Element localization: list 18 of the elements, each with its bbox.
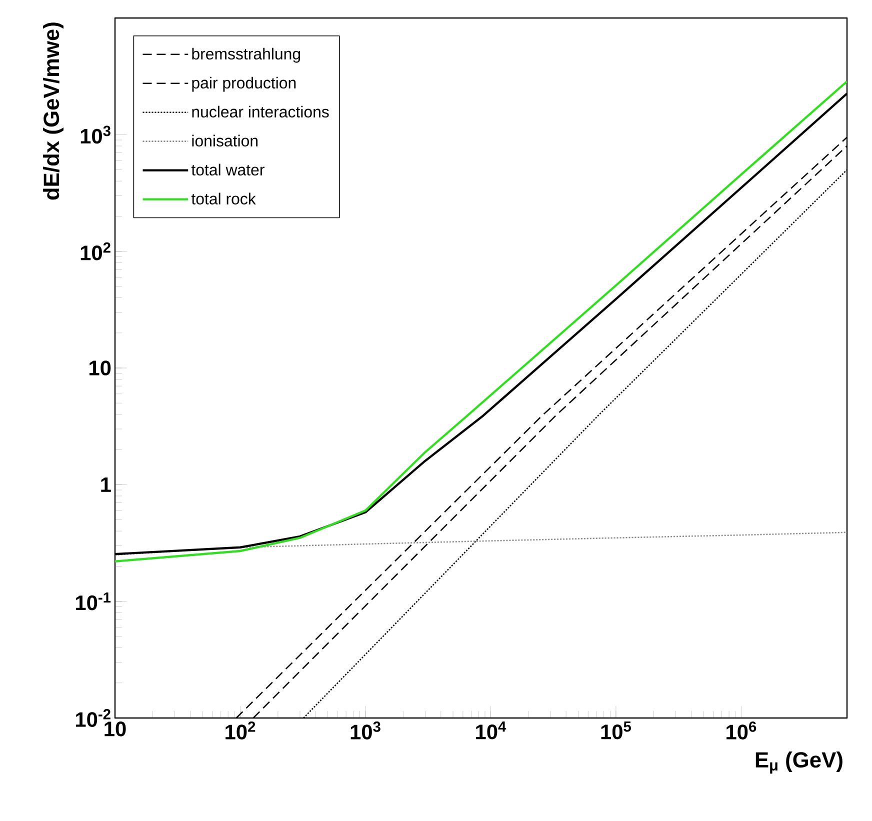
legend-label: bremsstrahlung	[192, 48, 300, 63]
x-tick-label: 10$^{5}$	[601, 722, 631, 740]
legend-label: pair production	[192, 76, 296, 92]
legend-label: total rock	[191, 192, 256, 204]
x-axis-title: E$_{μ}$ (GeV)	[756, 752, 842, 774]
legend-label: total water	[191, 164, 264, 176]
y-axis-title: dE/dx (GeV/mwe)	[43, 22, 64, 200]
legend-label: nuclear interactions	[192, 106, 329, 118]
y-tick-label: 10$^{-1}$	[76, 592, 111, 610]
y-tick-label: 10$^{2}$	[80, 242, 110, 260]
x-tick-label: 10$^{3}$	[350, 722, 380, 740]
y-tick-label: 10$^{3}$	[80, 126, 110, 144]
y-tick-label: 10	[90, 360, 111, 376]
x-tick-label: 10$^{4}$	[476, 722, 506, 740]
legend-label: ionisation	[192, 134, 258, 147]
x-tick-label: 10$^{2}$	[226, 722, 256, 740]
x-tick-label: 10$^{6}$	[726, 722, 756, 740]
y-tick-label: 1	[101, 477, 111, 492]
